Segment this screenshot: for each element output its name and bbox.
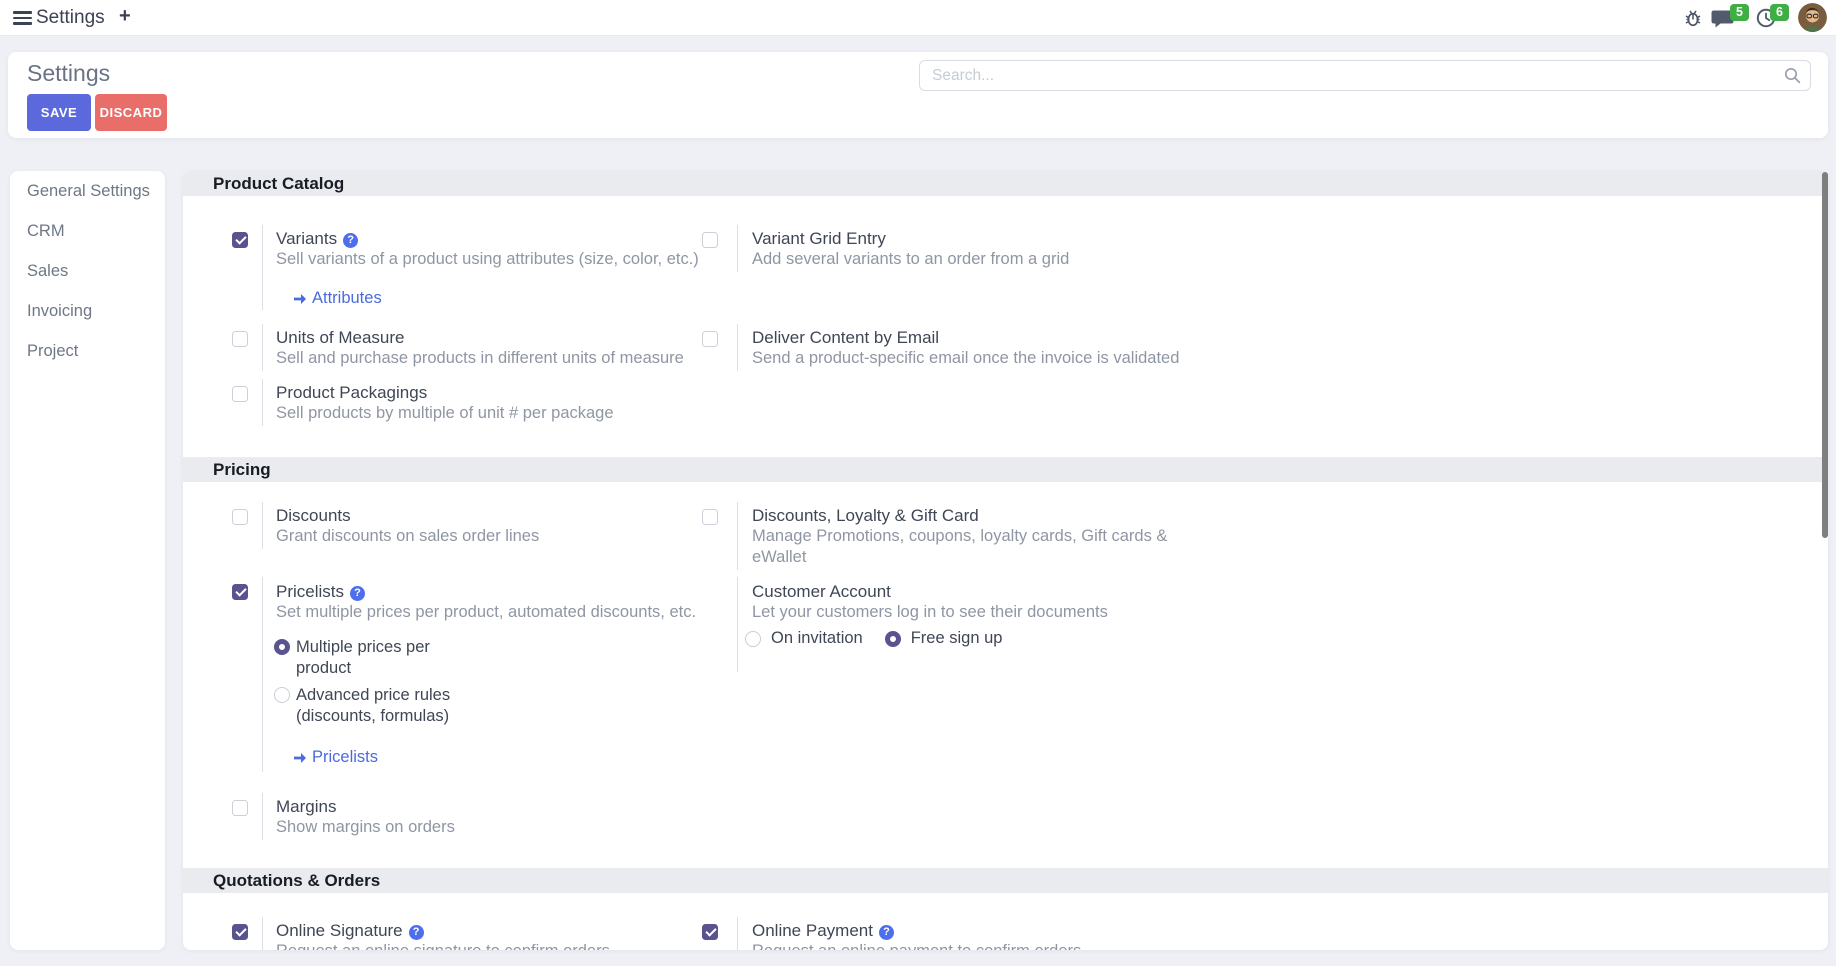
setting-desc: Sell variants of a product using attribu…: [276, 250, 699, 268]
units-of-measure-checkbox[interactable]: [232, 331, 248, 347]
setting-title: Discounts, Loyalty & Gift Card: [752, 506, 979, 525]
setting-desc: Send a product-specific email once the i…: [752, 349, 1180, 367]
sidebar-item-sales[interactable]: Sales: [27, 262, 69, 280]
messages-count-badge[interactable]: 5: [1730, 4, 1749, 21]
user-avatar[interactable]: [1798, 3, 1827, 32]
sidebar-item-invoicing[interactable]: Invoicing: [27, 302, 93, 320]
arrow-right-icon: [294, 293, 306, 304]
setting-desc: Set multiple prices per product, automat…: [276, 603, 697, 621]
discounts-checkbox[interactable]: [232, 509, 248, 525]
help-icon[interactable]: ?: [343, 233, 359, 248]
section-header-quotations-orders: Quotations & Orders: [183, 868, 1828, 893]
setting-desc: Add several variants to an order from a …: [752, 250, 1070, 268]
section-header-pricing: Pricing: [183, 457, 1828, 482]
discard-button[interactable]: DISCARD: [95, 94, 167, 131]
setting-title: Customer Account: [752, 582, 891, 601]
setting-title: Product Packagings: [276, 383, 428, 402]
page-title: Settings: [27, 60, 111, 86]
setting-desc: Sell and purchase products in different …: [276, 349, 684, 367]
sidebar-item-project[interactable]: Project: [27, 342, 79, 360]
setting-title: Discounts: [276, 506, 351, 525]
section-header-product-catalog: Product Catalog: [183, 171, 1828, 196]
radio-multiple-prices[interactable]: [274, 639, 290, 655]
product-packagings-checkbox[interactable]: [232, 386, 248, 402]
variant-grid-entry-checkbox[interactable]: [702, 232, 718, 248]
settings-content: Product Catalog Variants? Sell variants …: [183, 171, 1828, 950]
help-icon[interactable]: ?: [408, 925, 424, 940]
setting-desc: Request an online payment to confirm ord…: [752, 941, 1312, 950]
new-tab-plus-icon[interactable]: +: [119, 5, 131, 27]
attributes-link[interactable]: Attributes: [293, 288, 836, 309]
setting-desc: Manage Promotions, coupons, loyalty card…: [752, 527, 1168, 566]
radio-advanced-price-rules[interactable]: [274, 687, 290, 703]
bug-icon[interactable]: [1685, 9, 1701, 27]
setting-title: Deliver Content by Email: [752, 328, 940, 347]
search-input[interactable]: [919, 60, 1811, 91]
margins-checkbox[interactable]: [232, 800, 248, 816]
setting-title: Margins: [276, 797, 337, 816]
setting-title: Pricelists: [276, 582, 345, 601]
sidebar-item-general-settings[interactable]: General Settings: [27, 182, 150, 200]
hamburger-menu-icon[interactable]: [13, 11, 32, 25]
setting-desc: Request an online signature to confirm o…: [276, 941, 836, 950]
help-icon[interactable]: ?: [350, 586, 366, 601]
radio-on-invitation[interactable]: [745, 631, 761, 647]
settings-sidebar: General Settings CRM Sales Invoicing Pro…: [10, 171, 165, 950]
setting-title: Units of Measure: [276, 328, 405, 347]
pricelists-link[interactable]: Pricelists: [293, 747, 836, 768]
arrow-right-icon: [294, 752, 306, 763]
search-icon[interactable]: [1784, 67, 1801, 84]
online-payment-checkbox[interactable]: [702, 924, 718, 940]
setting-desc: Sell products by multiple of unit # per …: [276, 404, 614, 422]
online-signature-checkbox[interactable]: [232, 924, 248, 940]
setting-desc: Show margins on orders: [276, 818, 455, 836]
pricelists-checkbox[interactable]: [232, 584, 248, 600]
deliver-content-checkbox[interactable]: [702, 331, 718, 347]
setting-title: Online Signature: [276, 921, 403, 940]
setting-desc: Let your customers log in to see their d…: [752, 603, 1108, 621]
sidebar-item-crm[interactable]: CRM: [27, 222, 65, 240]
radio-free-sign-up[interactable]: [884, 631, 901, 647]
navbar-app-title[interactable]: Settings: [36, 7, 105, 28]
loyalty-checkbox[interactable]: [702, 509, 718, 525]
variants-checkbox[interactable]: [232, 232, 248, 248]
control-panel: Settings SAVE DISCARD: [8, 52, 1828, 138]
setting-title: Online Payment: [752, 921, 873, 940]
activities-count-badge[interactable]: 6: [1770, 4, 1789, 21]
messages-icon[interactable]: [1711, 9, 1734, 28]
setting-title: Variants: [276, 229, 338, 248]
save-button[interactable]: SAVE: [27, 94, 91, 131]
help-icon[interactable]: ?: [878, 925, 894, 940]
top-navbar: Settings + 5 6: [0, 0, 1836, 36]
setting-title: Variant Grid Entry: [752, 229, 886, 248]
vertical-scrollbar-thumb[interactable]: [1822, 172, 1828, 538]
setting-desc: Grant discounts on sales order lines: [276, 527, 540, 545]
